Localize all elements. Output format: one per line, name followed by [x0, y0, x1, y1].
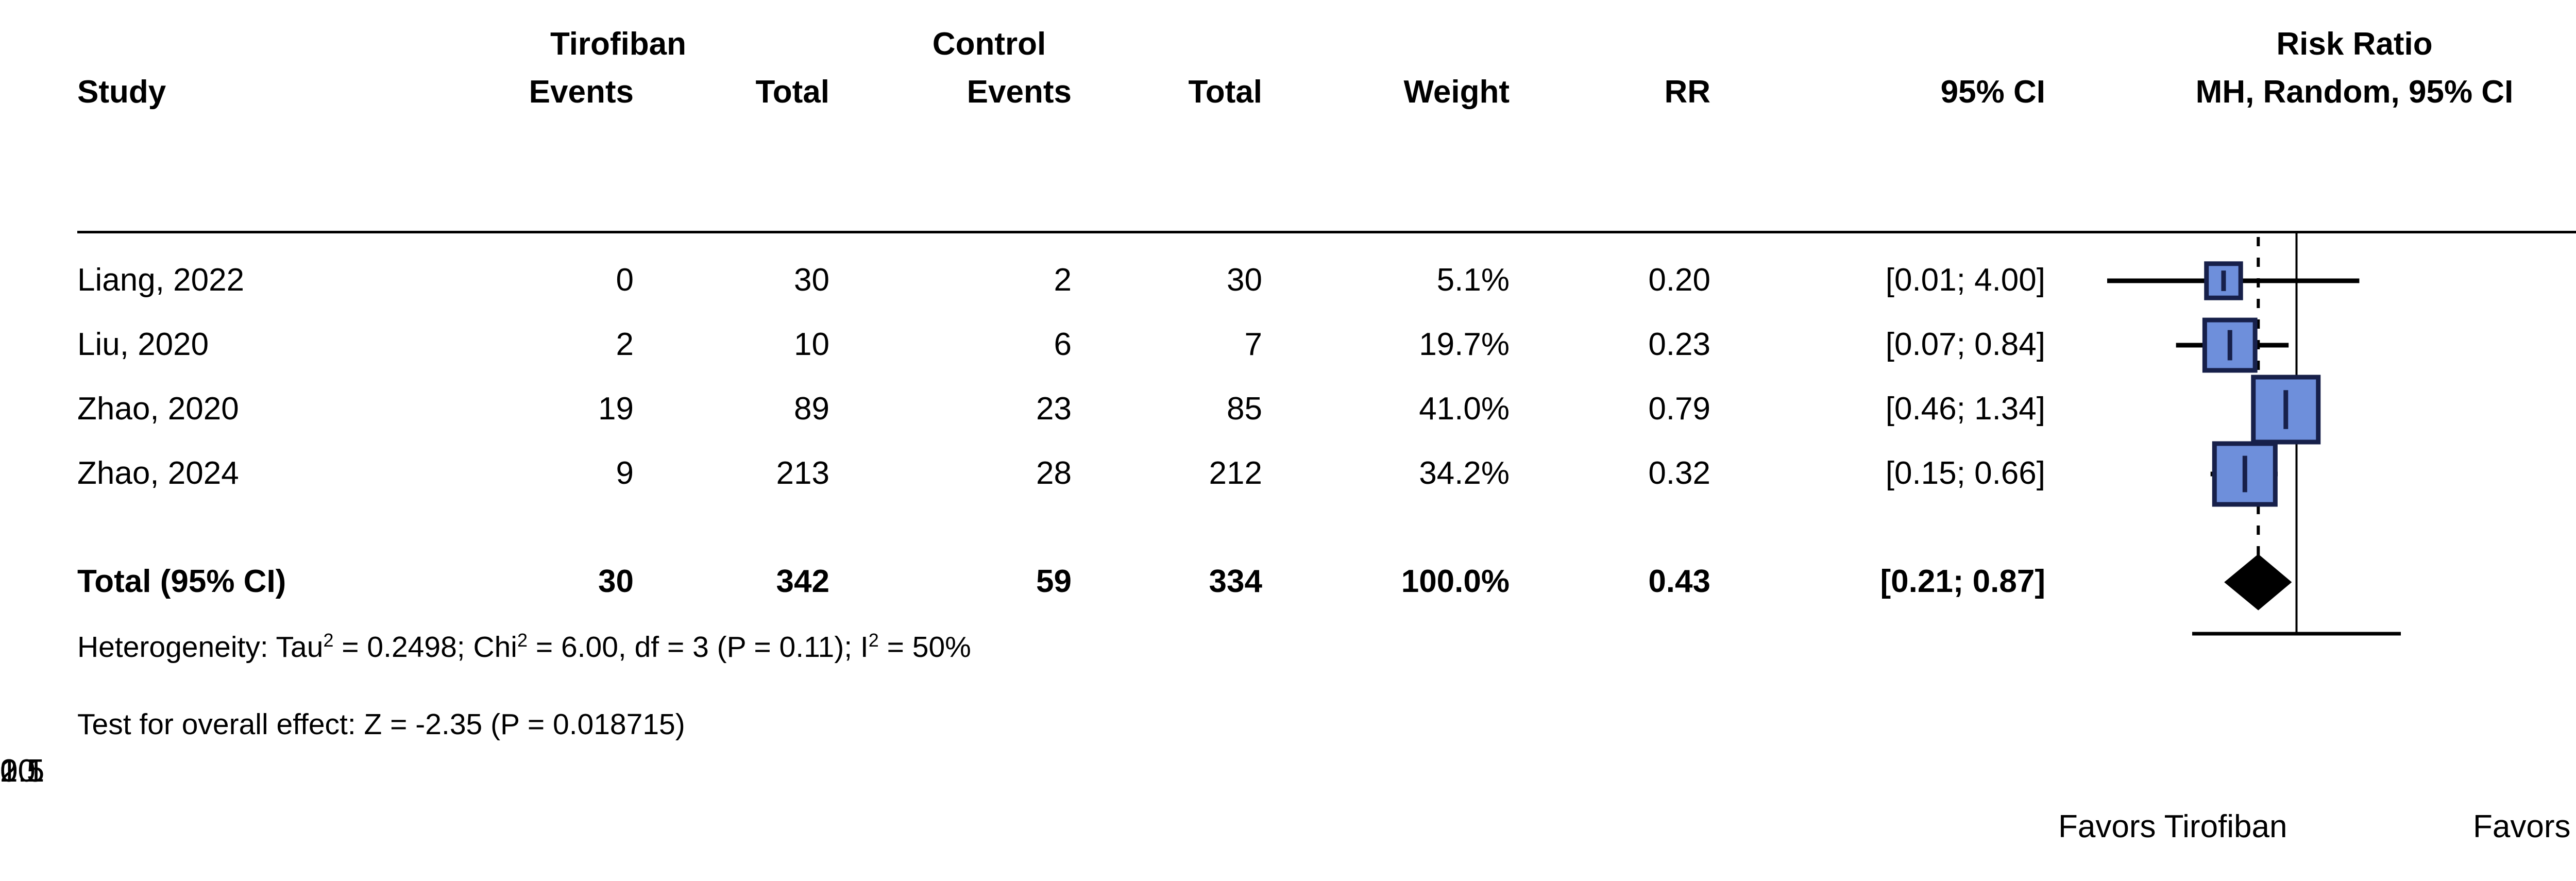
cell-rr: 0.79 — [1648, 391, 1710, 427]
cell-tirofiban-events: 2 — [616, 327, 634, 362]
cell-ci: [0.15; 0.66] — [1885, 455, 2045, 491]
header-col-control-total: Total — [1188, 74, 1263, 110]
cell-control-events: 28 — [1036, 455, 1072, 491]
study-weight-box — [2212, 441, 2278, 507]
favors-right-label: Favors Control — [2473, 809, 2576, 844]
tau-superscript: 2 — [323, 630, 334, 651]
table-row: Liu, 2020 — [77, 327, 209, 362]
total-control-events: 59 — [1036, 564, 1072, 599]
cell-tirofiban-total: 89 — [794, 391, 829, 427]
cell-weight: 41.0% — [1419, 391, 1510, 427]
plot-title-risk-ratio: Risk Ratio — [2276, 26, 2433, 62]
study-weight-box — [2204, 261, 2243, 300]
total-ci: [0.21; 0.87] — [1880, 564, 2045, 599]
header-col-study: Study — [77, 74, 166, 110]
header-col-tirofiban-events: Events — [529, 74, 634, 110]
cell-weight: 34.2% — [1419, 455, 1510, 491]
study-weight-box — [2202, 317, 2258, 373]
cell-ci: [0.07; 0.84] — [1885, 327, 2045, 362]
study-weight-box — [2251, 375, 2321, 445]
cell-rr: 0.23 — [1648, 327, 1710, 362]
axis-tick-label: 0.1 — [0, 753, 45, 789]
header-col-ci: 95% CI — [1940, 74, 2045, 110]
header-col-rr: RR — [1664, 74, 1710, 110]
cell-tirofiban-events: 19 — [598, 391, 634, 427]
table-row: Zhao, 2024 — [77, 455, 239, 491]
cell-tirofiban-total: 213 — [776, 455, 829, 491]
header-divider — [77, 231, 2576, 233]
table-row: Zhao, 2020 — [77, 391, 239, 427]
axis-tick-label: 2 — [0, 753, 18, 789]
heterogeneity-text: Heterogeneity: Tau2 = 0.2498; Chi2 = 6.0… — [77, 630, 971, 664]
cell-control-total: 85 — [1227, 391, 1262, 427]
cell-ci: [0.01; 4.00] — [1885, 262, 2045, 298]
favors-left-label: Favors Tirofiban — [2058, 809, 2287, 844]
cell-control-events: 6 — [1054, 327, 1072, 362]
chi-superscript: 2 — [517, 630, 528, 651]
heterogeneity-part-c: = 50% — [878, 631, 971, 664]
header-col-weight: Weight — [1403, 74, 1510, 110]
plot-title-mh-random: MH, Random, 95% CI — [2195, 74, 2514, 110]
cell-tirofiban-total: 30 — [794, 262, 829, 298]
header-group-control: Control — [932, 26, 1046, 62]
cell-weight: 5.1% — [1436, 262, 1510, 298]
cell-rr: 0.20 — [1648, 262, 1710, 298]
summary-diamond — [2224, 554, 2292, 611]
cell-weight: 19.7% — [1419, 327, 1510, 362]
total-control-total: 334 — [1209, 564, 1262, 599]
cell-control-events: 2 — [1054, 262, 1072, 298]
total-tirofiban-total: 342 — [776, 564, 829, 599]
axis-tick-label: 10 — [0, 753, 36, 789]
cell-control-total: 7 — [1244, 327, 1262, 362]
total-weight: 100.0% — [1401, 564, 1510, 599]
cell-ci: [0.46; 1.34] — [1885, 391, 2045, 427]
overall-effect-text: Test for overall effect: Z = -2.35 (P = … — [77, 708, 685, 741]
cell-tirofiban-total: 10 — [794, 327, 829, 362]
cell-control-total: 30 — [1227, 262, 1262, 298]
i-superscript: 2 — [868, 630, 879, 651]
table-row: Liang, 2022 — [77, 262, 245, 298]
axis-tick-label: 1 — [0, 753, 18, 789]
heterogeneity-part-b: = 6.00, df = 3 (P = 0.11); I — [528, 631, 869, 664]
heterogeneity-part-a: = 0.2498; Chi — [333, 631, 517, 664]
total-tirofiban-events: 30 — [598, 564, 634, 599]
cell-tirofiban-events: 9 — [616, 455, 634, 491]
cell-control-events: 23 — [1036, 391, 1072, 427]
total-row-label: Total (95% CI) — [77, 564, 286, 599]
heterogeneity-prefix: Heterogeneity: Tau — [77, 631, 324, 664]
header-group-tirofiban: Tirofiban — [550, 26, 687, 62]
header-col-control-events: Events — [967, 74, 1072, 110]
cell-rr: 0.32 — [1648, 455, 1710, 491]
header-col-tirofiban-total: Total — [755, 74, 830, 110]
axis-tick-label: 0.5 — [0, 753, 45, 789]
cell-control-total: 212 — [1209, 455, 1262, 491]
cell-tirofiban-events: 0 — [616, 262, 634, 298]
total-rr: 0.43 — [1648, 564, 1710, 599]
